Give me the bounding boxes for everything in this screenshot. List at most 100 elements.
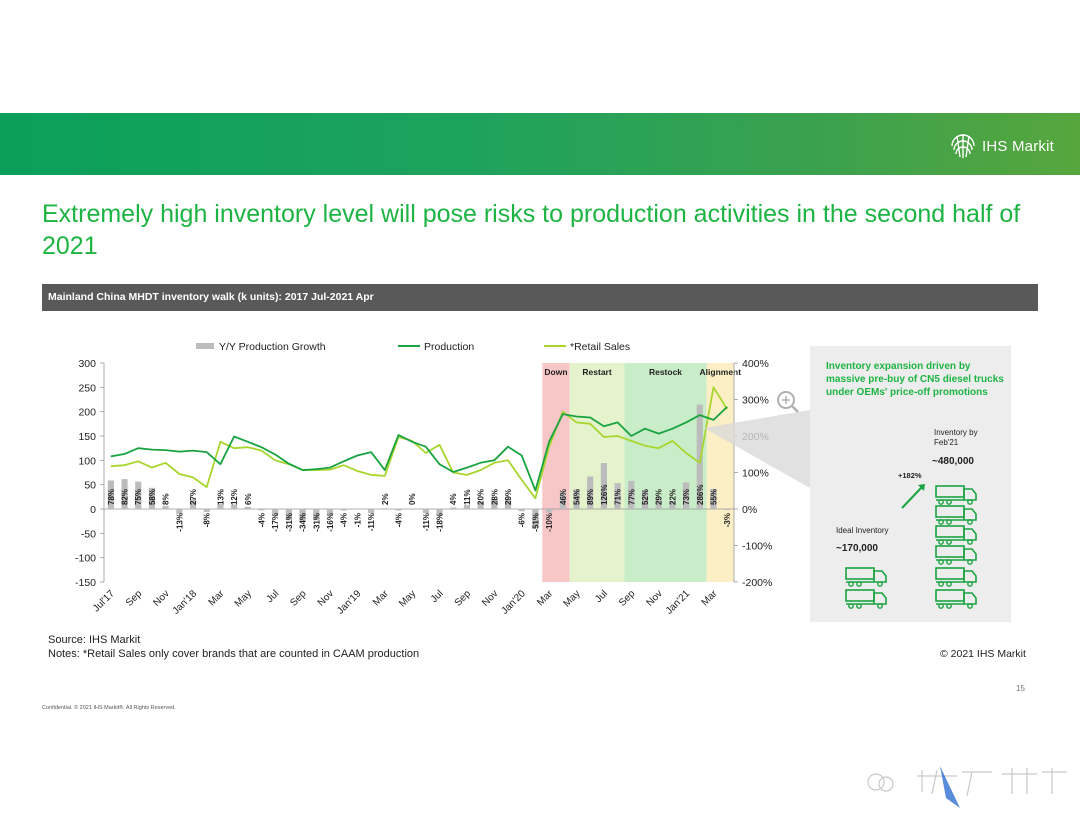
growth-bar xyxy=(189,499,197,509)
bar-label: 71% xyxy=(614,489,623,505)
truck-wheel xyxy=(967,559,973,565)
x-tick-label: Jan'18 xyxy=(171,588,200,617)
y-tick-left: -50 xyxy=(81,528,96,540)
growth-bar xyxy=(504,498,512,509)
truck-wheel xyxy=(848,581,854,587)
growth-bar xyxy=(340,509,347,511)
truck-wheel xyxy=(877,603,883,609)
legend-label: Y/Y Production Growth xyxy=(219,341,326,353)
truck-icon xyxy=(935,485,977,505)
inventory-feb-label: Inventory by Feb'21 xyxy=(934,428,978,447)
phase-label: Restart xyxy=(582,367,611,377)
truck-wheel xyxy=(946,499,952,505)
callout-wedge xyxy=(704,410,810,488)
bar-label: 77% xyxy=(627,489,636,505)
growth-arrow xyxy=(901,486,923,509)
bar-label: -4% xyxy=(394,513,403,527)
y-tick-right: -200% xyxy=(742,577,772,589)
arrow-head xyxy=(918,484,925,491)
bar-label: 20% xyxy=(477,489,486,505)
truck-wheel xyxy=(946,603,952,609)
x-tick-label: Jan'21 xyxy=(664,588,693,617)
bar-label: 46% xyxy=(559,489,568,505)
truck-wheel xyxy=(946,581,952,587)
bar-label: 78% xyxy=(107,489,116,505)
growth-bar xyxy=(450,507,457,509)
notes-text: Notes: *Retail Sales only cover brands t… xyxy=(48,648,420,660)
growth-bar xyxy=(587,476,594,509)
truck-wheel xyxy=(938,581,944,587)
x-tick-label: Mar xyxy=(700,588,720,608)
phase-bands: Down Restart Restock Alignment xyxy=(542,363,741,582)
bar-label: 286% xyxy=(696,485,705,505)
bar-label: 126% xyxy=(600,485,609,505)
growth-bar xyxy=(436,509,443,516)
truck-wheel xyxy=(946,559,952,565)
x-tick-label: Nov xyxy=(480,588,500,608)
truck-wheel xyxy=(967,603,973,609)
growth-bar xyxy=(107,480,114,509)
bar-label: -11% xyxy=(367,513,376,531)
bar-label: 2% xyxy=(381,493,390,505)
growth-bar xyxy=(258,509,265,511)
truck-cab xyxy=(963,548,977,561)
bar-label: 29% xyxy=(655,489,664,505)
bar-label: 6% xyxy=(244,493,253,505)
x-tick-label: Mar xyxy=(535,588,555,608)
truck-wheel xyxy=(967,581,973,587)
growth-bar xyxy=(203,509,210,512)
truck-wheel xyxy=(938,519,944,525)
bar-label: 29% xyxy=(504,489,513,505)
production-line xyxy=(110,406,728,492)
x-tick-label: Jul xyxy=(429,588,446,605)
growth-bar xyxy=(299,509,306,522)
zoom-icon[interactable] xyxy=(777,391,799,413)
bar-label: 55% xyxy=(709,489,718,505)
truck-cab xyxy=(873,592,887,605)
growth-bar xyxy=(628,480,635,509)
side-panel: Inventory expansion driven by massive pr… xyxy=(810,346,1011,622)
growth-bar xyxy=(491,498,498,509)
truck-wheel xyxy=(938,539,944,545)
truck-wheel xyxy=(938,559,944,565)
growth-bar xyxy=(546,509,553,513)
growth-bar xyxy=(395,509,402,511)
growth-bar xyxy=(176,509,183,514)
bar-label: 13% xyxy=(216,489,225,505)
confidential-note: Confidential. © 2021 IHS Markit®. All Ri… xyxy=(42,705,176,711)
phase-band-down xyxy=(542,363,570,582)
x-tick-label: May xyxy=(233,588,254,609)
growth-bar xyxy=(724,509,731,511)
bar-label: -4% xyxy=(340,513,349,527)
growth-bar xyxy=(518,509,525,512)
truck-icon xyxy=(845,567,887,587)
legend-label: Production xyxy=(424,341,474,353)
legend-label: *Retail Sales xyxy=(570,341,630,353)
x-tick-label: Mar xyxy=(371,588,391,608)
bar-label: 28% xyxy=(490,489,499,505)
truck-wheel xyxy=(967,519,973,525)
chart-caption: Mainland China MHDT inventory walk (k un… xyxy=(42,284,1038,311)
x-tick-label: Sep xyxy=(288,588,309,609)
growth-bar xyxy=(326,509,334,515)
growth-bar xyxy=(313,509,320,521)
phase-band-restart xyxy=(569,363,625,582)
growth-bar xyxy=(614,483,621,509)
bar-label: -11% xyxy=(422,513,431,531)
header-banner: IHS Markit xyxy=(0,113,1080,175)
growth-bar xyxy=(217,504,224,509)
truck-cab xyxy=(963,570,977,583)
bar-label: -31% xyxy=(312,513,321,532)
watermark-logo xyxy=(867,766,1067,808)
ideal-inventory-value: ~170,000 xyxy=(836,543,878,554)
y-tick-right: 0% xyxy=(742,504,757,516)
page-number: 15 xyxy=(1016,684,1025,693)
growth-bar xyxy=(135,481,142,509)
copyright: © 2021 IHS Markit xyxy=(940,648,1026,660)
growth-bar xyxy=(285,509,292,521)
y-tick-left: 250 xyxy=(78,382,96,394)
bar-label: -34% xyxy=(299,513,308,532)
truck-icon xyxy=(935,525,977,545)
growth-bar xyxy=(682,482,690,509)
bar-label: 0% xyxy=(408,493,417,505)
